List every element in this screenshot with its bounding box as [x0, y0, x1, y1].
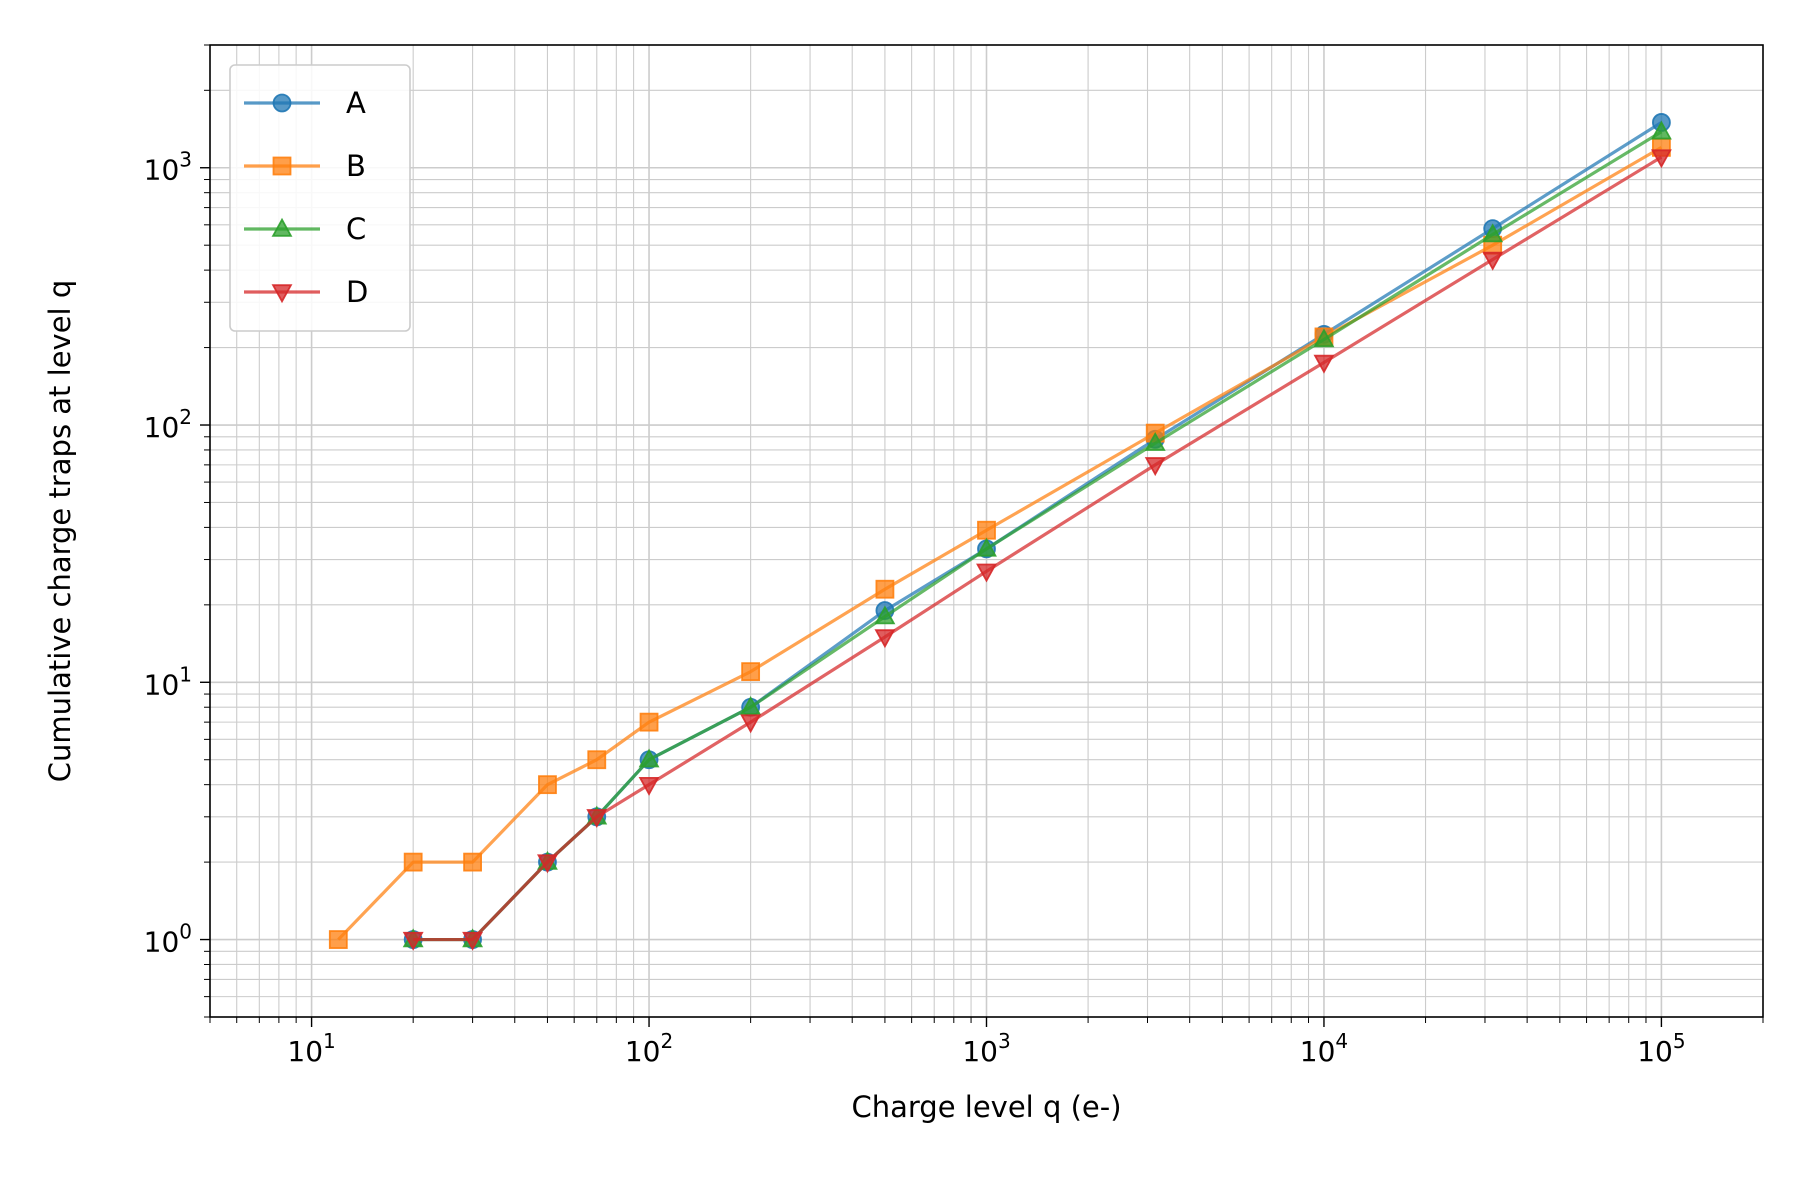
series-b-point: [328, 930, 348, 949]
series-d-point: [537, 854, 558, 874]
series-c-point: [740, 696, 762, 715]
series-b-point: [463, 852, 482, 872]
y-tick-label: 101: [144, 662, 192, 701]
series-b-point: [875, 579, 895, 599]
series-c-point: [1313, 328, 1335, 348]
series-d-point: [402, 931, 424, 951]
legend-item-d: D: [244, 275, 368, 309]
series-d-point: [976, 563, 997, 583]
series-b-line: [337, 145, 1663, 941]
y-axis-label: Cumulative charge traps at level q: [43, 280, 77, 782]
series-d-point: [1482, 251, 1504, 271]
series-b-point: [538, 775, 557, 795]
x-axis-label: Charge level q (e-): [851, 1090, 1121, 1124]
legend-label: C: [346, 212, 366, 246]
series-c-point: [1482, 223, 1504, 243]
series-c-point: [1144, 431, 1166, 451]
series-d-point: [1650, 149, 1672, 169]
y-tick-label: 103: [144, 148, 192, 187]
series-b-point: [639, 712, 659, 732]
y-tick-label: 100: [144, 920, 192, 959]
series-d-point: [638, 776, 660, 796]
legend-label: A: [346, 86, 366, 120]
series-b-point: [403, 852, 423, 872]
series-b: [328, 137, 1671, 949]
series-c-point: [874, 605, 896, 625]
series-d-point: [740, 714, 762, 734]
legend-label: D: [346, 275, 368, 309]
x-tick-label: 102: [625, 1029, 673, 1068]
series-c-point: [1650, 120, 1672, 140]
series-d-point: [1313, 354, 1335, 374]
series-b-point: [977, 520, 996, 540]
series-b-point: [741, 662, 761, 682]
x-tick-label: 104: [1300, 1029, 1348, 1068]
legend-box: [229, 64, 411, 332]
legend-item-c: C: [244, 212, 366, 246]
series-b-point: [587, 750, 607, 770]
legend-marker: [272, 93, 292, 113]
legend-marker: [271, 284, 293, 304]
series-d-point: [874, 629, 896, 649]
x-tick-label: 101: [287, 1029, 335, 1068]
series-c-point: [638, 748, 660, 768]
series-d-line: [413, 155, 1663, 942]
legend-item-b: B: [244, 149, 366, 183]
x-tick-label: 103: [962, 1029, 1010, 1068]
series-d: [402, 149, 1672, 951]
series-c-point: [976, 537, 997, 557]
legend-marker: [271, 217, 293, 237]
axis-ticks: 101 102 103 104 105 100 101 102 103: [144, 44, 1764, 1068]
series-layer: [328, 113, 1672, 951]
series-d-point: [1144, 457, 1166, 477]
legend-marker: [272, 156, 292, 176]
series-d-point: [586, 809, 608, 829]
legend-label: B: [346, 149, 366, 183]
series-d-point: [462, 931, 484, 951]
legend-item-a: A: [244, 86, 366, 120]
y-tick-label: 102: [144, 405, 192, 444]
x-tick-label: 105: [1637, 1029, 1685, 1068]
